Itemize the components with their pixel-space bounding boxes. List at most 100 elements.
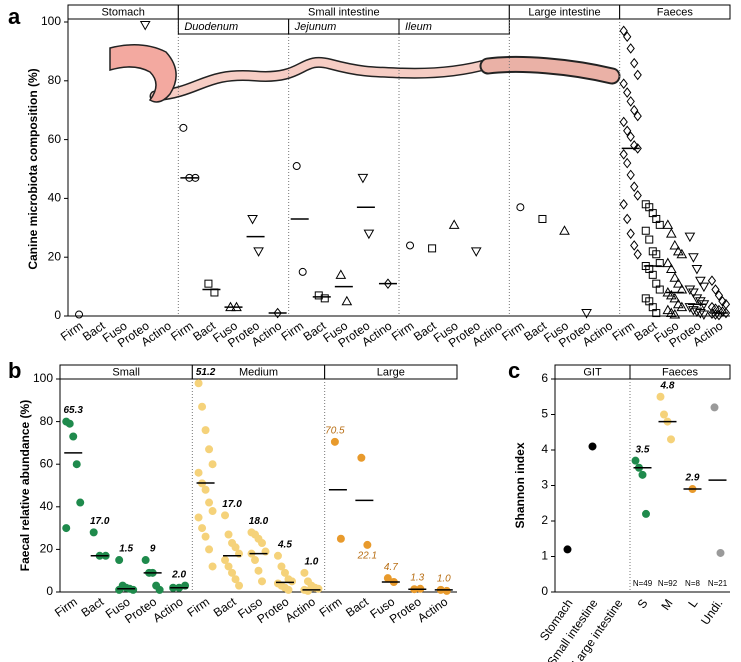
point bbox=[563, 545, 572, 554]
panel-letter: a bbox=[8, 4, 21, 29]
point bbox=[630, 104, 639, 116]
point bbox=[695, 276, 706, 287]
point bbox=[623, 125, 632, 137]
point bbox=[662, 304, 674, 315]
median-label: 1.3 bbox=[410, 572, 424, 583]
x-tick-label: Bact bbox=[211, 594, 239, 620]
point bbox=[115, 556, 124, 565]
point bbox=[194, 379, 203, 388]
x-tick-label: Actino bbox=[150, 594, 186, 625]
point bbox=[691, 307, 703, 318]
point bbox=[221, 556, 230, 565]
y-tick-label: 80 bbox=[40, 414, 54, 428]
point bbox=[684, 232, 696, 243]
point bbox=[665, 263, 677, 273]
point bbox=[75, 310, 84, 319]
point bbox=[208, 460, 217, 469]
point bbox=[254, 566, 263, 575]
point bbox=[667, 435, 675, 444]
point bbox=[688, 288, 699, 298]
x-tick-label: S bbox=[634, 597, 650, 612]
point bbox=[669, 309, 681, 319]
point bbox=[718, 295, 727, 307]
point bbox=[231, 575, 240, 584]
point bbox=[221, 511, 230, 520]
point bbox=[655, 220, 664, 229]
point bbox=[665, 289, 677, 300]
point bbox=[662, 219, 674, 229]
point bbox=[247, 214, 258, 225]
point bbox=[298, 267, 307, 276]
point bbox=[115, 585, 124, 594]
point bbox=[194, 468, 203, 477]
point bbox=[672, 245, 684, 256]
median-label: 65.3 bbox=[63, 405, 83, 416]
panel-letter: c bbox=[508, 358, 520, 383]
point-label: 22.1 bbox=[357, 551, 377, 562]
median-label: 1.0 bbox=[437, 574, 451, 585]
point bbox=[626, 43, 635, 54]
point bbox=[258, 539, 266, 548]
y-tick-label: 3 bbox=[541, 478, 548, 492]
x-tick-label: Bact bbox=[343, 594, 371, 620]
point bbox=[201, 426, 210, 435]
x-tick-label: L bbox=[685, 596, 700, 610]
x-tick-label: Firm bbox=[184, 595, 212, 620]
point bbox=[645, 235, 654, 244]
point bbox=[251, 556, 259, 565]
strip-header bbox=[629, 364, 731, 380]
y-tick-label: 20 bbox=[48, 249, 62, 263]
point bbox=[155, 585, 164, 594]
x-tick-label: Bact bbox=[79, 594, 107, 620]
point bbox=[695, 297, 706, 307]
sub-header-label: Ileum bbox=[405, 21, 432, 33]
n-label: N=8 bbox=[685, 579, 700, 588]
point bbox=[470, 247, 482, 257]
point bbox=[258, 577, 266, 586]
point bbox=[691, 294, 703, 304]
y-axis-label: Canine microbiota composition (%) bbox=[26, 68, 40, 269]
point bbox=[314, 291, 323, 300]
y-tick-label: 40 bbox=[40, 499, 54, 513]
point bbox=[716, 548, 725, 557]
point bbox=[631, 456, 640, 465]
point bbox=[208, 562, 217, 571]
y-tick-label: 100 bbox=[33, 371, 53, 385]
point bbox=[341, 295, 353, 306]
point bbox=[672, 298, 684, 309]
point bbox=[228, 568, 237, 577]
y-tick-label: 60 bbox=[40, 456, 54, 470]
point-label: 70.5 bbox=[325, 425, 345, 436]
strip-header-label: Faeces bbox=[657, 6, 694, 18]
point bbox=[688, 306, 699, 316]
intestine-illustration bbox=[109, 44, 621, 103]
point bbox=[626, 169, 635, 181]
point bbox=[676, 248, 688, 259]
point bbox=[314, 584, 323, 593]
point bbox=[656, 392, 665, 401]
point bbox=[62, 524, 71, 533]
point bbox=[336, 534, 345, 543]
point bbox=[538, 214, 547, 223]
y-axis-label: Faecal relative abundance (%) bbox=[18, 400, 32, 571]
y-tick-label: 0 bbox=[541, 584, 548, 598]
point bbox=[330, 437, 339, 446]
point bbox=[357, 453, 366, 462]
median-label: 9 bbox=[150, 544, 156, 555]
point bbox=[633, 248, 642, 260]
point bbox=[633, 69, 642, 81]
point bbox=[559, 225, 570, 235]
point bbox=[72, 460, 81, 469]
point bbox=[205, 545, 214, 554]
median-label: 3.5 bbox=[636, 444, 650, 455]
point bbox=[626, 96, 635, 107]
point bbox=[638, 470, 647, 479]
point bbox=[619, 148, 628, 160]
point bbox=[630, 240, 639, 251]
point bbox=[89, 528, 98, 537]
point bbox=[303, 586, 312, 595]
point bbox=[205, 445, 214, 454]
point bbox=[273, 551, 282, 560]
point bbox=[428, 244, 437, 253]
